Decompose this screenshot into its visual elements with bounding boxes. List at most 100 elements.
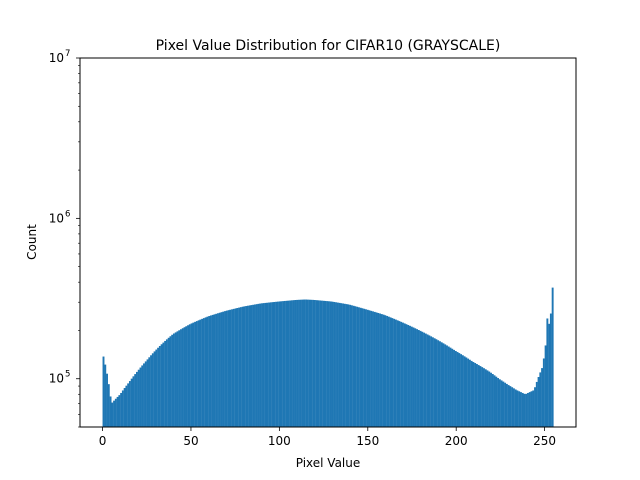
histogram-bar	[213, 314, 216, 427]
histogram-bar	[502, 381, 505, 427]
histogram-bar	[128, 381, 131, 427]
histogram-bar	[255, 304, 258, 427]
histogram-bar	[262, 303, 265, 427]
histogram-bar	[359, 307, 362, 427]
chart-title: Pixel Value Distribution for CIFAR10 (GR…	[156, 38, 501, 54]
histogram-bar	[222, 311, 225, 427]
histogram-bar	[498, 379, 501, 427]
histogram-bar	[401, 322, 404, 427]
histogram-bar	[370, 310, 373, 427]
histogram-bar	[173, 333, 175, 427]
histogram-bar	[451, 348, 454, 427]
histogram-bar	[364, 309, 367, 427]
histogram-bar	[319, 300, 322, 427]
histogram-bar	[113, 400, 116, 427]
histogram-bar	[278, 301, 281, 427]
histogram-bar	[254, 304, 256, 427]
histogram-bar	[549, 313, 552, 427]
histogram-bar	[368, 310, 371, 427]
histogram-bar	[183, 327, 186, 427]
histogram-bar	[234, 308, 237, 427]
histogram-bar	[246, 305, 249, 427]
histogram-bar	[424, 333, 427, 427]
histogram-bar	[238, 307, 241, 427]
histogram-bar	[400, 321, 403, 427]
histogram-bar	[393, 318, 396, 427]
histogram-bar	[475, 364, 478, 427]
histogram-bar	[507, 385, 510, 427]
histogram-bar	[435, 339, 438, 427]
histogram-bar	[315, 300, 318, 427]
histogram-bar	[250, 305, 253, 427]
histogram-bar	[165, 339, 168, 427]
histogram-bar	[266, 302, 269, 427]
histogram-bar	[440, 342, 443, 427]
y-tick-exponent: 7	[65, 49, 70, 59]
histogram-bar	[280, 301, 283, 427]
histogram-bar	[357, 307, 360, 427]
histogram-bar	[329, 301, 332, 427]
histogram-bar	[225, 310, 228, 427]
histogram-bar	[106, 373, 108, 427]
histogram-bar	[419, 330, 422, 427]
histogram-bar	[486, 370, 489, 427]
histogram-bar	[326, 301, 329, 427]
histogram-bar	[352, 305, 355, 427]
histogram-bar	[313, 300, 316, 427]
histogram-bar	[298, 299, 300, 427]
histogram-bar	[143, 363, 145, 427]
histogram-bar	[104, 364, 107, 427]
histogram-bar	[176, 331, 179, 427]
y-tick-label: 10	[49, 211, 64, 225]
histogram-bar	[511, 387, 514, 427]
histogram-bar	[421, 331, 424, 427]
y-tick-label: 10	[49, 51, 64, 65]
histogram-bar	[144, 361, 147, 427]
histogram-bar	[372, 311, 374, 427]
x-tick-label: 0	[99, 434, 107, 448]
histogram-bar	[396, 320, 399, 427]
histogram-bar	[269, 302, 272, 427]
histogram-bar	[447, 346, 450, 427]
histogram-bar	[495, 376, 498, 427]
histogram-bar	[174, 332, 177, 427]
histogram-bar	[299, 299, 302, 427]
histogram-bar	[201, 318, 204, 427]
histogram-bar	[444, 344, 447, 427]
histogram-bar	[132, 376, 135, 427]
histogram-bar	[410, 326, 413, 427]
histogram-bar	[542, 358, 545, 427]
histogram-bar	[261, 303, 263, 427]
x-tick-label: 150	[356, 434, 379, 448]
histogram-bar	[134, 374, 137, 427]
histogram-bar	[398, 321, 401, 427]
histogram-bar	[361, 308, 364, 427]
histogram-bar	[192, 322, 195, 427]
histogram-bar	[416, 329, 418, 427]
histogram-bar	[282, 301, 285, 427]
histogram-bar	[405, 324, 408, 427]
histogram-bar	[153, 351, 156, 427]
histogram-bar	[456, 352, 459, 427]
histogram-bar	[375, 312, 378, 427]
histogram-bar	[472, 362, 475, 427]
x-axis-ticks: 0 50 100 150 200 250	[99, 427, 556, 448]
histogram-bar	[525, 393, 528, 427]
histogram-bar	[190, 323, 193, 427]
histogram-bar	[264, 302, 267, 427]
histogram-bar	[308, 299, 311, 427]
histogram-bar	[180, 329, 182, 427]
histogram-bar	[125, 385, 128, 427]
histogram-bar	[516, 390, 519, 427]
histogram-bar	[204, 317, 207, 427]
y-axis-label: Count	[25, 224, 39, 260]
histogram-bar	[158, 345, 161, 427]
histogram-bar	[438, 341, 441, 427]
histogram-bar	[528, 392, 531, 427]
y-tick-exponent: 5	[65, 370, 70, 380]
histogram-bar	[350, 305, 353, 427]
x-tick-label: 200	[445, 434, 468, 448]
histogram-bar	[185, 326, 188, 427]
histogram-bar	[202, 318, 205, 427]
histogram-bar	[259, 303, 262, 427]
